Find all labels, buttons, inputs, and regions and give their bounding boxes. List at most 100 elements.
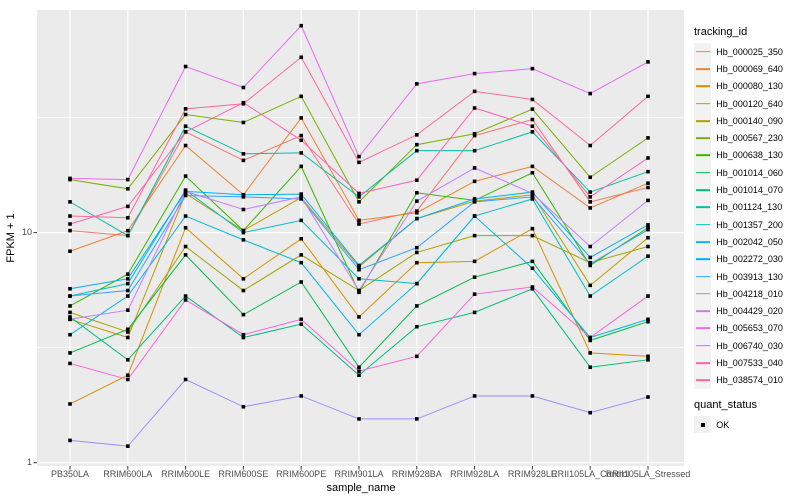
legend-label: Hb_002272_030 bbox=[716, 254, 783, 265]
legend-key-line-icon bbox=[694, 60, 712, 78]
data-point bbox=[68, 402, 72, 406]
data-point bbox=[646, 227, 650, 232]
legend-entry-Hb_003913_130: Hb_003913_130 bbox=[694, 267, 800, 286]
y-axis-title: FPKM + 1 bbox=[5, 213, 17, 263]
data-point bbox=[530, 226, 535, 231]
data-point bbox=[241, 85, 246, 90]
data-point bbox=[472, 179, 477, 184]
data-point bbox=[646, 156, 650, 160]
data-point bbox=[68, 317, 72, 322]
data-point bbox=[646, 254, 650, 258]
legend-label: Hb_001124_130 bbox=[716, 202, 783, 213]
data-point bbox=[183, 64, 188, 69]
data-point bbox=[530, 233, 535, 238]
data-point bbox=[183, 107, 188, 111]
data-point bbox=[241, 276, 246, 281]
data-point bbox=[126, 377, 130, 382]
data-point bbox=[126, 308, 130, 312]
data-point bbox=[241, 288, 246, 293]
data-point bbox=[299, 280, 303, 284]
data-point bbox=[357, 200, 361, 204]
line-swatch-icon bbox=[695, 50, 710, 53]
data-point bbox=[183, 294, 188, 298]
x-tick-label: RRIM901LA bbox=[334, 469, 384, 479]
data-point bbox=[68, 438, 72, 443]
data-point bbox=[68, 310, 72, 315]
data-point bbox=[68, 249, 72, 254]
line-swatch-icon bbox=[695, 292, 710, 295]
data-point bbox=[299, 394, 303, 398]
data-point bbox=[588, 351, 592, 355]
line-swatch-icon bbox=[695, 223, 710, 226]
legend-key-line-icon bbox=[694, 112, 712, 130]
data-point bbox=[646, 225, 650, 230]
data-point bbox=[588, 410, 592, 415]
data-point bbox=[472, 394, 477, 398]
data-point bbox=[415, 216, 419, 221]
legend-entry-Hb_000069_640: Hb_000069_640 bbox=[694, 60, 800, 78]
data-point bbox=[472, 197, 477, 201]
data-point bbox=[126, 335, 130, 340]
data-point bbox=[646, 354, 650, 359]
data-point bbox=[241, 238, 246, 242]
data-point bbox=[183, 298, 188, 302]
data-point bbox=[299, 260, 303, 265]
data-point bbox=[415, 210, 419, 215]
data-point bbox=[68, 315, 72, 319]
line-swatch-icon bbox=[695, 258, 710, 261]
data-point bbox=[588, 365, 592, 370]
x-tick-label: PB350LA bbox=[50, 469, 90, 479]
data-point bbox=[241, 332, 246, 337]
data-point bbox=[415, 354, 419, 359]
data-point bbox=[472, 133, 477, 138]
data-point bbox=[357, 369, 361, 373]
data-point bbox=[415, 82, 419, 86]
x-axis-title: sample_name bbox=[326, 482, 396, 494]
legend-label: Hb_004429_020 bbox=[716, 306, 783, 317]
legend-label: Hb_005653_070 bbox=[716, 323, 783, 334]
data-point bbox=[126, 272, 130, 276]
legend-label: Hb_006740_030 bbox=[716, 340, 783, 351]
legend-entry-ok: OK bbox=[694, 415, 800, 434]
legend-entry-Hb_000638_130: Hb_000638_130 bbox=[694, 146, 800, 165]
data-point bbox=[530, 97, 535, 102]
data-point bbox=[588, 175, 592, 180]
legend-entry-Hb_001357_200: Hb_001357_200 bbox=[694, 215, 800, 234]
data-point bbox=[530, 197, 535, 201]
legend-key-line-icon bbox=[694, 215, 712, 234]
data-point bbox=[299, 55, 303, 60]
legend-label: Hb_001014_070 bbox=[716, 185, 783, 196]
legend-label: Hb_000120_640 bbox=[716, 98, 783, 109]
legend-entry-Hb_001124_130: Hb_001124_130 bbox=[694, 198, 800, 216]
data-point bbox=[357, 365, 361, 370]
legend-entry-Hb_002272_030: Hb_002272_030 bbox=[694, 250, 800, 268]
legend-key-line-icon bbox=[694, 319, 712, 338]
data-point bbox=[126, 281, 130, 286]
data-point bbox=[646, 395, 650, 399]
data-point bbox=[357, 332, 361, 337]
legend-label: Hb_038574_010 bbox=[716, 375, 783, 386]
data-point bbox=[646, 319, 650, 324]
data-point bbox=[241, 120, 246, 125]
data-point bbox=[530, 107, 535, 111]
legend-key-line-icon bbox=[694, 371, 712, 389]
data-point bbox=[646, 136, 650, 140]
data-point bbox=[68, 286, 72, 291]
data-point bbox=[183, 189, 188, 194]
data-point bbox=[588, 195, 592, 199]
data-point bbox=[126, 276, 130, 281]
data-point bbox=[357, 263, 361, 268]
data-point bbox=[357, 267, 361, 272]
line-swatch-icon bbox=[695, 68, 710, 70]
legend-entry-Hb_000025_350: Hb_000025_350 bbox=[694, 43, 800, 61]
data-point bbox=[588, 206, 592, 210]
x-tick-label: RRIM928LE bbox=[507, 469, 557, 479]
line-swatch-icon bbox=[695, 379, 710, 382]
data-point bbox=[241, 152, 246, 156]
data-point bbox=[357, 222, 361, 226]
data-point bbox=[126, 228, 130, 233]
legend-key-line-icon bbox=[694, 77, 712, 95]
data-point bbox=[472, 233, 477, 238]
data-point bbox=[415, 324, 419, 329]
